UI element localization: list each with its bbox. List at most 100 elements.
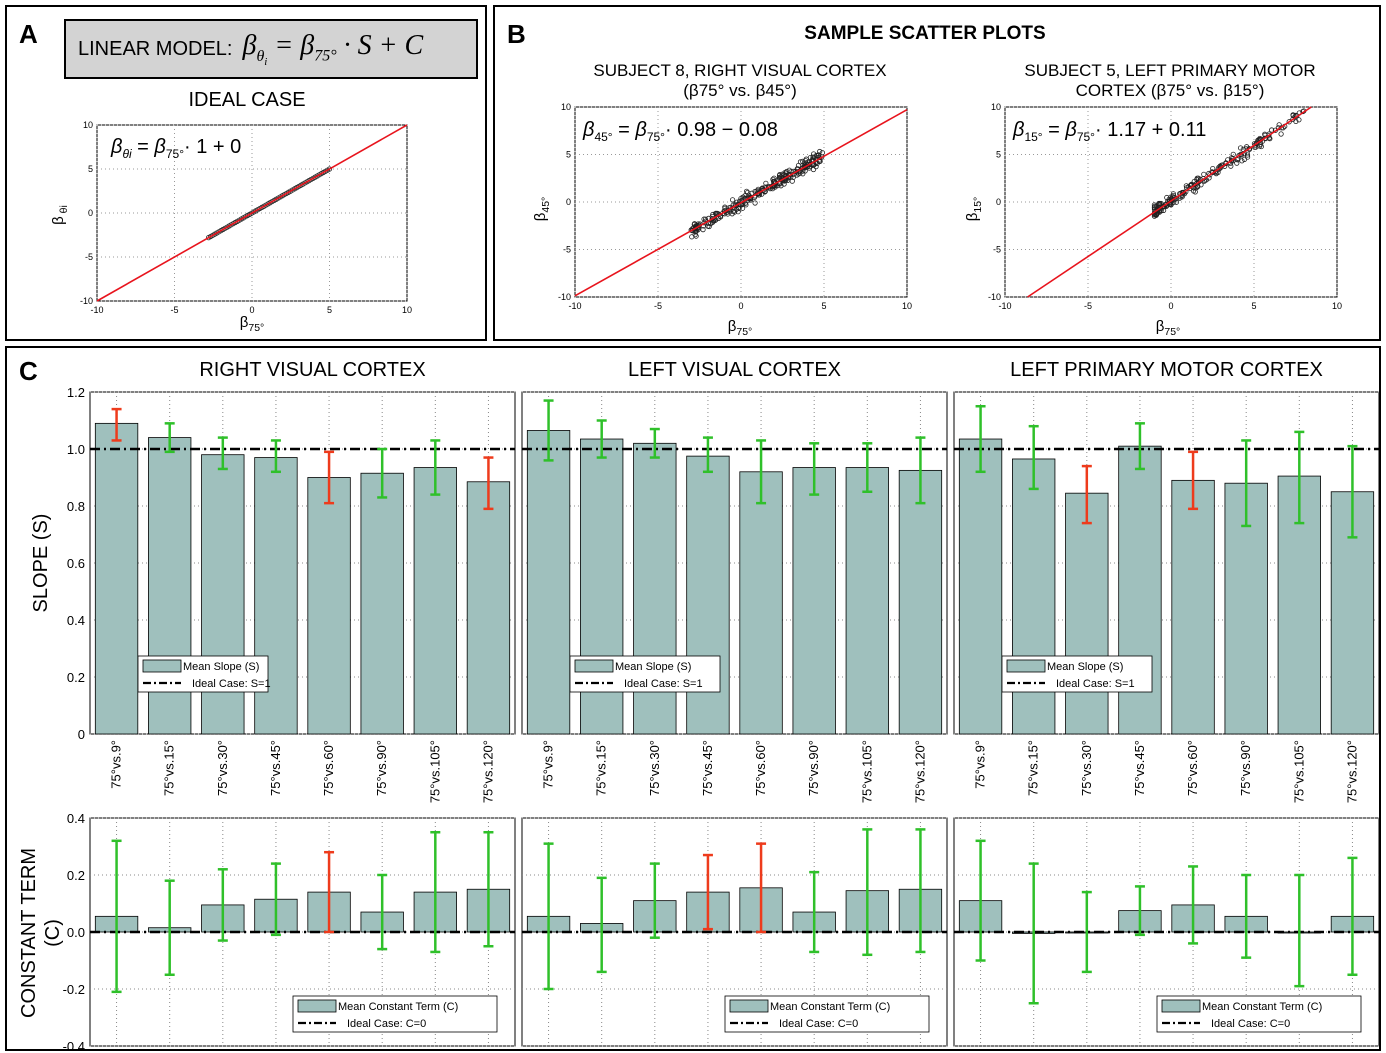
scatter-point (1194, 184, 1201, 190)
scatter-point (1239, 158, 1245, 164)
category-label: 75°vs.120° (1344, 740, 1359, 803)
scatter-point (725, 207, 731, 213)
model-label: LINEAR MODEL: (78, 37, 233, 60)
x-tick-label: 10 (1332, 301, 1342, 311)
scatter-point (1266, 133, 1272, 139)
scatter-point (811, 151, 817, 157)
x-tick-label: -5 (170, 305, 178, 315)
category-label: 75°vs.9° (541, 740, 556, 789)
bar (1171, 479, 1215, 735)
scatter-point (1269, 127, 1275, 133)
y-tick-label: 5 (566, 150, 571, 160)
scatter-point (1183, 183, 1189, 189)
y-tick-label: 5 (88, 164, 93, 174)
x-tick-label: 10 (902, 301, 912, 311)
category-label: 75°vs.60° (1185, 740, 1200, 796)
panel-c: C RIGHT VISUAL CORTEX 0 0.2 0.4 0.6 0.8 1.0 1.2… (5, 346, 1381, 1051)
scatter-point (777, 172, 783, 178)
scatter-point (1258, 143, 1264, 150)
scatter-point (1244, 144, 1250, 150)
scatter-point (1267, 136, 1273, 142)
scatter-point (797, 170, 803, 176)
scatter-point (752, 200, 758, 206)
bar (898, 469, 943, 735)
scatter-point (1170, 191, 1176, 197)
scatter-point (700, 227, 706, 233)
scatter-point (1217, 165, 1224, 171)
scatter-point (1290, 112, 1296, 119)
scatter-point (1210, 165, 1216, 172)
ideal-equation: βθi = β75°· 1 + 0 (110, 136, 241, 161)
plot2-title-line2: CORTEX (β75° vs. β15°) (1075, 81, 1265, 100)
category-label: 75°vs.45° (1132, 740, 1147, 796)
bar (739, 471, 783, 735)
category-label: 75°vs.30° (647, 740, 662, 796)
scatter-point (1173, 199, 1180, 205)
panel-c-label: C (19, 356, 38, 386)
legend-label-mean: Mean Constant Term (C) (338, 1001, 458, 1013)
x-tick-label: 0 (1168, 301, 1173, 311)
scatter-point (702, 216, 709, 222)
category-label: 75°vs.30° (1079, 740, 1094, 796)
fit-line (96, 124, 408, 302)
y-tick-label: 0.2 (67, 868, 85, 883)
y-axis-label: β θi (50, 205, 70, 225)
category-label: 75°vs.15° (1026, 740, 1041, 796)
y-tick-label: 0.6 (67, 556, 85, 571)
y-axis-label: β45° (532, 197, 552, 222)
category-label: 75°vs.9° (109, 740, 124, 789)
x-axis-label: β75° (1156, 318, 1181, 338)
bar (526, 430, 571, 735)
y-tick-label: 5 (996, 150, 1001, 160)
category-label: 75°vs.120° (480, 740, 495, 803)
y-tick-label: -0.4 (63, 1039, 85, 1049)
legend-label-ideal: Ideal Case: S=1 (624, 678, 703, 690)
y-tick-label: -5 (563, 245, 571, 255)
y-tick-label: 0 (566, 197, 571, 207)
const-y-axis-title-line2: (C) (42, 919, 64, 947)
x-tick-label: -10 (998, 301, 1011, 311)
plot1-title-line1: SUBJECT 8, RIGHT VISUAL CORTEX (593, 61, 887, 80)
legend-swatch-bar (1006, 659, 1046, 673)
fit-line (574, 108, 908, 297)
x-tick-label: 0 (249, 305, 254, 315)
bar (307, 477, 351, 735)
legend-label-ideal: Ideal Case: S=1 (1056, 678, 1135, 690)
plot1-title: SUBJECT 8, RIGHT VISUAL CORTEX (β75° vs.… (540, 61, 940, 101)
scatter-point (813, 152, 820, 159)
y-tick-label: 0.4 (67, 811, 85, 826)
subject8-equation: β45° = β75°· 0.98 − 0.08 (582, 119, 778, 144)
category-label: 75°vs.45° (268, 740, 283, 796)
scatter-point (817, 148, 823, 155)
scatter-point (815, 152, 822, 158)
bar (1012, 458, 1056, 735)
x-tick-label: -5 (1084, 301, 1092, 311)
bar (413, 467, 457, 735)
plot1-title-line2: (β75° vs. β45°) (683, 81, 797, 100)
scatter-point (1278, 131, 1284, 137)
legend-swatch-bar (729, 999, 769, 1013)
x-axis-label: β75° (240, 314, 265, 334)
scatter-point (786, 167, 792, 173)
y-tick-label: 0.8 (67, 499, 85, 514)
scatter-point (796, 171, 802, 177)
column-title: RIGHT VISUAL CORTEX (199, 359, 425, 381)
x-tick-label: 0 (738, 301, 743, 311)
y-tick-label: 10 (83, 120, 93, 130)
bar (1065, 492, 1109, 735)
column-title: LEFT PRIMARY MOTOR CORTEX (1010, 359, 1323, 381)
y-tick-label: 10 (991, 102, 1001, 112)
category-label: 75°vs.105° (1291, 740, 1306, 803)
scatter-point (800, 165, 806, 171)
category-label: 75°vs.45° (700, 740, 715, 796)
legend-label-ideal: Ideal Case: C=0 (779, 1018, 858, 1030)
category-label: 75°vs.120° (912, 740, 927, 803)
panel-c-charts: RIGHT VISUAL CORTEX 0 0.2 0.4 0.6 0.8 1.0 1.2 Me… (18, 359, 1379, 1049)
y-tick-label: 0.4 (67, 613, 85, 628)
panel-b: B SAMPLE SCATTER PLOTS SUBJECT 8, RIGHT … (493, 5, 1381, 341)
panel-b-title: SAMPLE SCATTER PLOTS (804, 23, 1046, 44)
bar (845, 467, 889, 735)
scatter-point (1190, 188, 1197, 194)
bar (94, 422, 139, 735)
scatter-point (1194, 175, 1200, 181)
